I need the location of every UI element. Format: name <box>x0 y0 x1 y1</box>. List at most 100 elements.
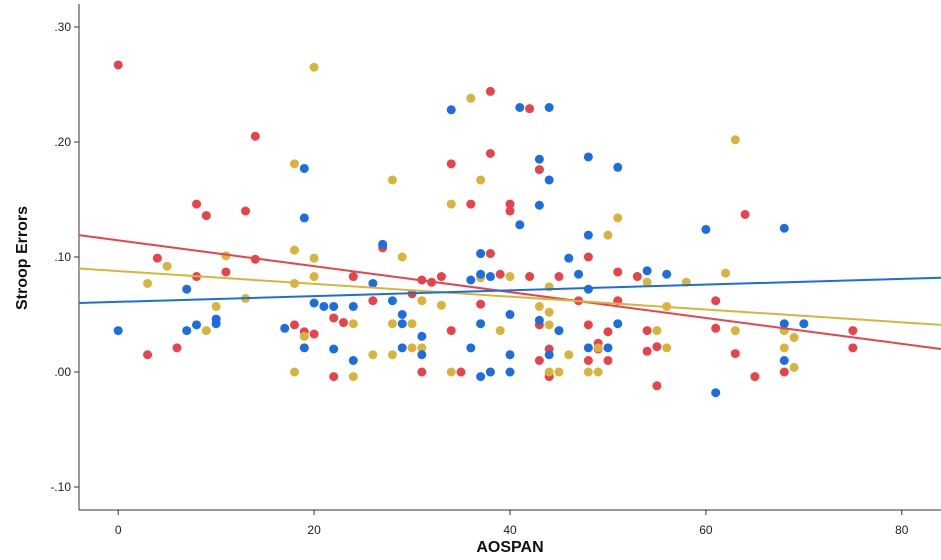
data-point <box>789 333 799 342</box>
data-point <box>368 296 378 306</box>
data-point <box>642 346 652 356</box>
data-point <box>485 149 495 158</box>
data-point <box>652 381 662 391</box>
data-point <box>544 320 554 330</box>
data-point <box>113 60 123 70</box>
data-point <box>495 326 505 336</box>
data-point <box>417 331 427 341</box>
fit-lines <box>78 234 941 350</box>
data-point <box>583 284 593 294</box>
data-point <box>505 199 515 209</box>
data-point <box>290 367 299 377</box>
data-point <box>417 367 427 377</box>
data-point <box>652 342 662 352</box>
data-point <box>848 326 858 336</box>
data-point <box>554 367 564 377</box>
data-point <box>613 319 623 329</box>
data-point <box>162 261 172 271</box>
data-point <box>299 331 309 341</box>
data-point <box>309 329 319 339</box>
data-point <box>407 319 417 329</box>
data-point <box>515 103 525 112</box>
x-tick-label: 60 <box>699 523 713 537</box>
data-point <box>711 388 721 398</box>
data-point <box>143 350 153 360</box>
data-point <box>378 239 388 249</box>
data-point <box>397 319 407 329</box>
data-point <box>583 152 593 162</box>
x-tick-label: 80 <box>895 523 909 537</box>
data-point <box>466 343 476 353</box>
data-point <box>309 298 319 308</box>
data-point <box>642 266 652 276</box>
data-point <box>593 343 603 353</box>
data-point <box>534 356 544 365</box>
data-point <box>466 93 476 103</box>
data-point <box>603 327 613 337</box>
data-point <box>779 343 789 353</box>
data-point <box>583 343 593 353</box>
data-point <box>417 296 427 306</box>
data-point <box>299 343 309 353</box>
data-point <box>211 301 221 311</box>
data-point <box>348 272 358 282</box>
data-point <box>348 301 358 311</box>
data-point <box>456 367 466 377</box>
data-point <box>554 326 564 336</box>
data-point <box>525 272 535 282</box>
x-axis-title: AOSPAN <box>476 539 543 556</box>
data-point <box>642 326 652 336</box>
data-point <box>534 315 544 325</box>
data-point <box>476 249 486 259</box>
data-point <box>730 135 740 145</box>
data-point <box>583 367 593 377</box>
data-point <box>730 326 740 336</box>
data-point <box>701 224 711 234</box>
data-point <box>476 372 486 382</box>
data-point <box>544 367 554 377</box>
data-point <box>485 249 495 259</box>
data-point <box>211 319 221 329</box>
tick-labels: 0 20 40 60 80 -.10 .00 .10 .20 .30 <box>50 20 908 537</box>
data-point <box>652 326 662 336</box>
data-point <box>476 299 486 309</box>
data-point <box>201 326 211 336</box>
y-tick-label: .30 <box>54 20 71 34</box>
data-point <box>446 199 456 209</box>
data-point <box>485 86 495 96</box>
y-tick-label: -.10 <box>50 480 71 494</box>
data-point <box>799 319 809 329</box>
data-point <box>642 277 652 287</box>
data-point <box>711 296 721 306</box>
data-point <box>564 253 574 263</box>
data-point <box>446 105 456 115</box>
data-point <box>250 131 260 141</box>
data-point <box>387 350 397 360</box>
data-point <box>329 313 339 323</box>
data-point <box>554 272 564 282</box>
data-point <box>338 318 348 328</box>
data-point <box>387 296 397 306</box>
data-point <box>544 103 554 112</box>
data-point <box>515 220 525 230</box>
data-point <box>397 310 407 319</box>
data-point <box>485 272 495 282</box>
data-point <box>564 350 574 360</box>
data-point <box>534 165 544 175</box>
data-point <box>613 162 623 172</box>
data-point <box>476 319 486 329</box>
data-point <box>593 367 603 377</box>
data-point <box>417 343 427 353</box>
x-tick-label: 20 <box>307 523 321 537</box>
y-tick-label: .10 <box>54 250 71 264</box>
data-point <box>711 323 721 333</box>
data-point <box>446 326 456 336</box>
data-point <box>485 367 495 377</box>
fit-line <box>78 267 941 326</box>
data-point <box>309 62 319 72</box>
data-point <box>466 199 476 209</box>
data-point <box>182 284 192 294</box>
data-point <box>662 269 672 279</box>
data-point <box>241 206 251 216</box>
